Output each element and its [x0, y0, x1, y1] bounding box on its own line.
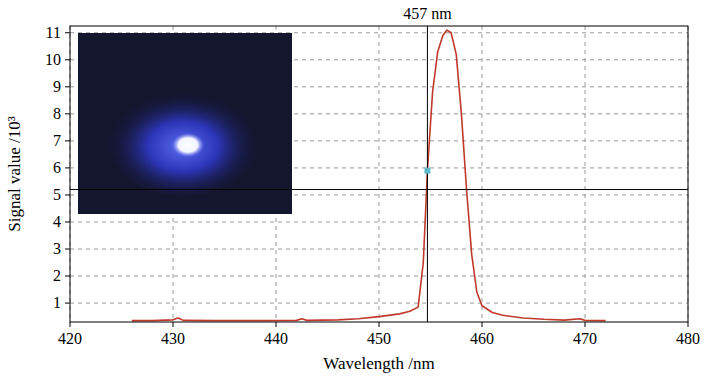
y-tick-label: 8: [53, 105, 61, 122]
x-tick-label: 480: [676, 330, 700, 347]
y-tick: [65, 303, 70, 304]
grid-line-x: [585, 26, 586, 322]
y-tick-label: 6: [53, 159, 61, 176]
x-tick: [173, 322, 174, 327]
crosshair-label: 457 nm: [403, 5, 452, 22]
y-tick: [65, 221, 70, 222]
crosshair-point: [424, 168, 430, 174]
chart: 420 430 440 450 460 470 480 1 2 3 4 5 6 7 8 9 10 11 457 nm…: [0, 0, 706, 386]
y-tick-label: 1: [53, 294, 61, 311]
x-tick: [585, 322, 586, 327]
x-tick: [70, 322, 71, 327]
spectrum-line: [132, 30, 606, 321]
y-tick: [65, 113, 70, 114]
crosshair-vertical: [427, 26, 428, 322]
y-tick-label: 3: [53, 240, 61, 257]
x-tick: [688, 322, 689, 327]
crosshair-horizontal: [70, 189, 688, 190]
y-tick: [65, 32, 70, 33]
grid-line-x: [379, 26, 380, 322]
x-tick: [379, 322, 380, 327]
y-tick: [65, 167, 70, 168]
x-tick-label: 440: [264, 330, 288, 347]
x-tick-label: 450: [367, 330, 391, 347]
y-tick: [65, 194, 70, 195]
y-tick-label: 11: [46, 24, 61, 41]
x-tick-label: 430: [161, 330, 185, 347]
grid-line-y: [70, 276, 688, 277]
x-tick: [276, 322, 277, 327]
grid-line-y: [70, 221, 688, 222]
y-tick-label: 2: [53, 267, 61, 284]
y-tick: [65, 249, 70, 250]
y-tick: [65, 86, 70, 87]
y-tick: [65, 140, 70, 141]
grid-line-y: [70, 303, 688, 304]
x-axis-title: Wavelength /nm: [323, 354, 434, 373]
plot-area: [70, 26, 688, 322]
y-tick: [65, 59, 70, 60]
y-axis-title: Signal value /10³: [5, 116, 24, 232]
inset-glow: [105, 86, 261, 196]
y-tick-label: 9: [53, 78, 61, 95]
y-tick-label: 4: [53, 213, 61, 230]
y-tick: [65, 276, 70, 277]
x-tick-label: 420: [58, 330, 82, 347]
x-tick-label: 470: [573, 330, 597, 347]
y-tick-label: 5: [53, 186, 61, 203]
inset-image: [78, 33, 292, 214]
grid-line-x: [482, 26, 483, 322]
x-tick-label: 460: [470, 330, 494, 347]
y-tick-label: 7: [53, 132, 61, 149]
inset-core: [172, 133, 204, 157]
plot-frame: [70, 26, 688, 322]
y-tick-label: 10: [45, 51, 61, 68]
x-tick: [482, 322, 483, 327]
grid-line-y: [70, 249, 688, 250]
